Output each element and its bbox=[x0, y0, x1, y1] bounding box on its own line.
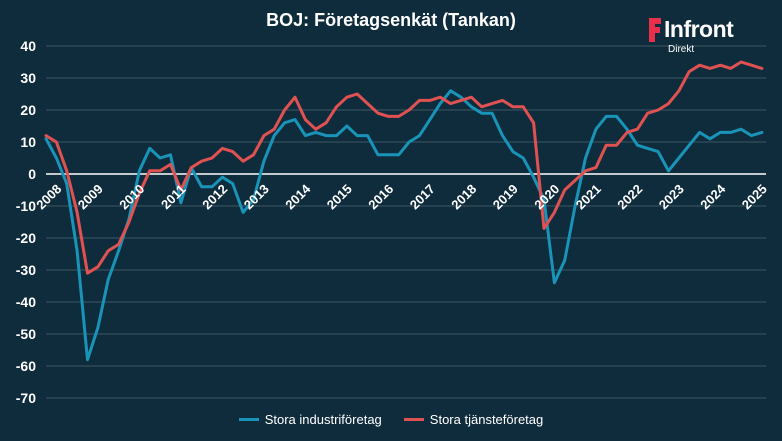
x-tick-label: 2022 bbox=[614, 181, 645, 212]
legend-label-service: Stora tjänsteföretag bbox=[429, 412, 544, 427]
logo-name: Infront bbox=[664, 16, 734, 42]
y-tick-label: 40 bbox=[20, 38, 36, 54]
x-tick-label: 2009 bbox=[75, 181, 106, 212]
x-tick-label: 2024 bbox=[697, 181, 729, 213]
series-lines bbox=[44, 60, 764, 362]
y-tick-label: 10 bbox=[20, 134, 36, 150]
x-tick-label: 2019 bbox=[490, 181, 521, 212]
legend-label-industry: Stora industriföretag bbox=[264, 412, 382, 427]
y-tick-label: 20 bbox=[20, 102, 36, 118]
y-tick-label: -70 bbox=[16, 390, 36, 406]
x-tick-label: 2008 bbox=[33, 181, 64, 212]
infront-logo: Infront Direkt bbox=[648, 16, 768, 60]
x-tick-label: 2013 bbox=[241, 181, 272, 212]
y-tick-label: 0 bbox=[28, 166, 36, 182]
legend-swatch-service bbox=[403, 418, 424, 421]
logo-subtitle: Direkt bbox=[668, 44, 695, 55]
chart-title: BOJ: Företagsenkät (Tankan) bbox=[266, 10, 516, 30]
y-tick-label: -60 bbox=[16, 358, 36, 374]
series-line-service bbox=[44, 60, 764, 275]
x-tick-label: 2017 bbox=[407, 181, 438, 212]
grid-lines bbox=[46, 45, 766, 399]
x-tick-label: 2016 bbox=[365, 181, 396, 212]
y-tick-label: -50 bbox=[16, 326, 36, 342]
legend: Stora industriföretag Stora tjänsteföret… bbox=[0, 412, 782, 427]
x-tick-label: 2015 bbox=[324, 181, 355, 212]
legend-swatch-industry bbox=[238, 418, 259, 421]
x-tick-label: 2021 bbox=[573, 181, 604, 212]
y-tick-labels: 40 30 20 10 0 -10 -20 -30 -40 -50 -60 -70 bbox=[16, 38, 36, 406]
legend-item-service: Stora tjänsteföretag bbox=[403, 412, 544, 427]
infront-flag-icon bbox=[649, 18, 661, 42]
y-tick-label: -10 bbox=[16, 198, 36, 214]
x-tick-label: 2018 bbox=[448, 181, 479, 212]
y-tick-label: -40 bbox=[16, 294, 36, 310]
y-tick-label: -20 bbox=[16, 230, 36, 246]
series-line-industry bbox=[44, 89, 764, 362]
y-tick-label: -30 bbox=[16, 262, 36, 278]
x-tick-label: 2023 bbox=[656, 181, 687, 212]
legend-item-industry: Stora industriföretag bbox=[238, 412, 382, 427]
x-tick-label: 2025 bbox=[739, 181, 770, 212]
y-tick-label: 30 bbox=[20, 70, 36, 86]
x-tick-label: 2014 bbox=[282, 181, 314, 213]
